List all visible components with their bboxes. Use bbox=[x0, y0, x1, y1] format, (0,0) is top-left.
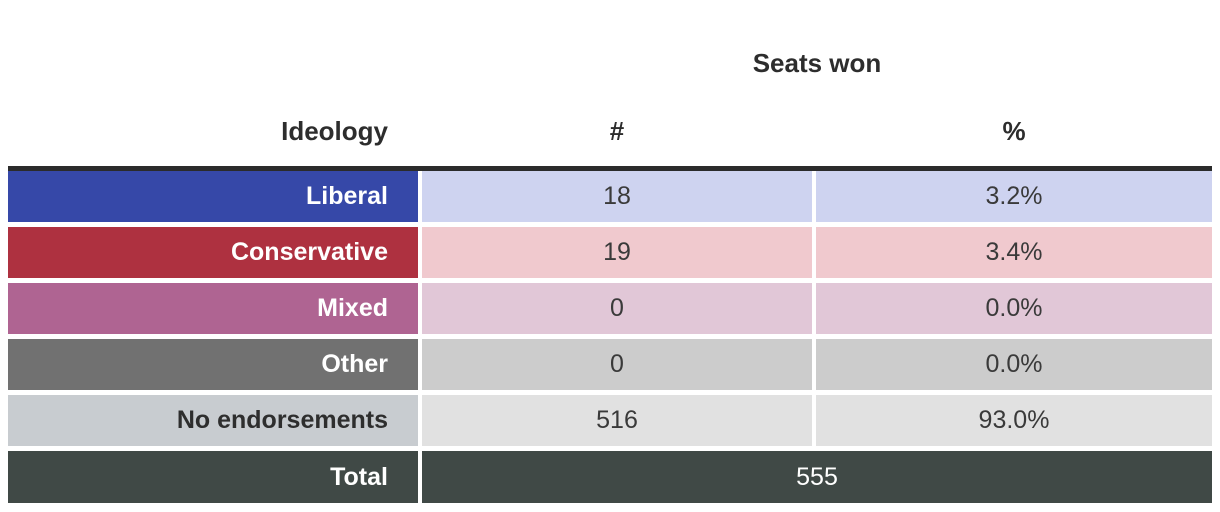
row-liberal: Liberal 18 3.2% bbox=[8, 171, 1212, 222]
row-label-conservative: Conservative bbox=[8, 227, 418, 278]
count-cell-no-endorsements: 516 bbox=[422, 395, 812, 446]
row-conservative: Conservative 19 3.4% bbox=[8, 227, 1212, 278]
row-mixed: Mixed 0 0.0% bbox=[8, 283, 1212, 334]
count-cell-mixed: 0 bbox=[422, 283, 812, 334]
percent-cell-liberal: 3.2% bbox=[816, 171, 1212, 222]
percent-cell-mixed: 0.0% bbox=[816, 283, 1212, 334]
seats-won-table: Seats won Ideology # % Liberal 18 3.2% C… bbox=[8, 48, 1212, 503]
col-header-ideology: Ideology bbox=[281, 116, 388, 146]
count-cell-conservative: 19 bbox=[422, 227, 812, 278]
row-label-mixed: Mixed bbox=[8, 283, 418, 334]
row-other: Other 0 0.0% bbox=[8, 339, 1212, 390]
table-title-row: Seats won bbox=[8, 48, 1212, 79]
col-header-count: # bbox=[609, 116, 625, 146]
total-value-cell: 555 bbox=[422, 451, 1212, 503]
count-cell-liberal: 18 bbox=[422, 171, 812, 222]
table-top-border bbox=[8, 166, 1212, 171]
row-label-liberal: Liberal bbox=[8, 171, 418, 222]
row-no-endorsements: No endorsements 516 93.0% bbox=[8, 395, 1212, 446]
row-label-total: Total bbox=[8, 451, 418, 503]
percent-cell-no-endorsements: 93.0% bbox=[816, 395, 1212, 446]
percent-cell-conservative: 3.4% bbox=[816, 227, 1212, 278]
row-label-other: Other bbox=[8, 339, 418, 390]
row-label-no-endorsements: No endorsements bbox=[8, 395, 418, 446]
row-total: Total 555 bbox=[8, 451, 1212, 503]
column-header-row: Ideology # % bbox=[8, 116, 1212, 147]
count-cell-other: 0 bbox=[422, 339, 812, 390]
col-header-percent: % bbox=[1002, 116, 1026, 146]
table-title: Seats won bbox=[752, 48, 882, 78]
percent-cell-other: 0.0% bbox=[816, 339, 1212, 390]
